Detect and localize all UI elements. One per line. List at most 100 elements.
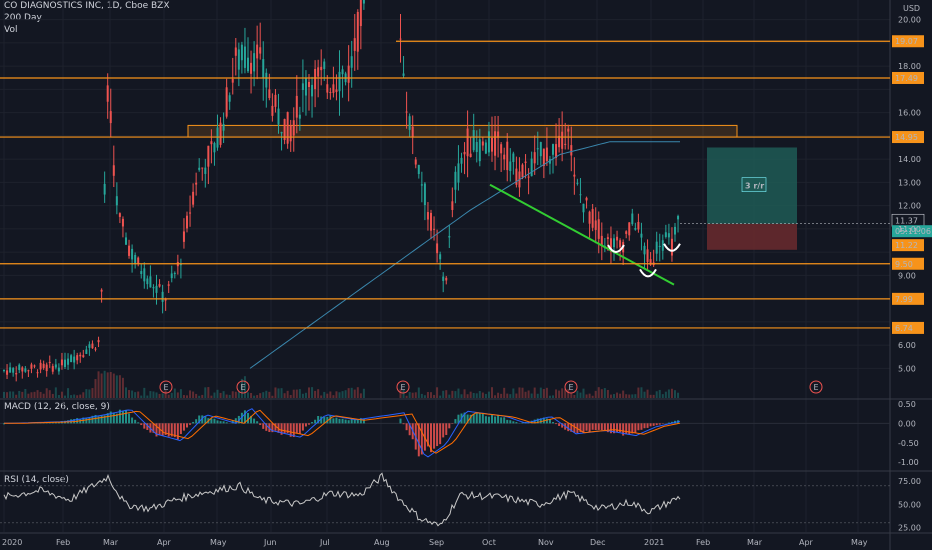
macd-histogram-bar <box>436 423 439 447</box>
time-axis-tick: Aug <box>374 538 390 547</box>
candle-body <box>472 130 475 151</box>
time-axis-tick: Jul <box>319 538 330 547</box>
candle-body <box>503 154 506 160</box>
macd-histogram-bar <box>283 423 286 434</box>
volume-bar <box>234 391 237 398</box>
volume-bar <box>314 390 317 398</box>
macd-histogram-bar <box>503 417 506 424</box>
volume-bar <box>515 393 518 398</box>
volume-bar <box>466 394 469 398</box>
macd-histogram-bar <box>335 417 338 424</box>
volume-bar <box>42 393 45 398</box>
macd-histogram-bar <box>408 423 411 436</box>
currency-label: USD <box>903 4 921 13</box>
candle-body <box>82 355 85 358</box>
candle-body <box>509 161 512 172</box>
level-tag <box>892 257 924 270</box>
macd-histogram-bar <box>198 415 201 424</box>
volume-bar <box>198 395 201 398</box>
macd-histogram-bar <box>100 415 103 424</box>
candle-body <box>256 44 259 59</box>
volume-bar <box>539 387 542 398</box>
candle-body <box>201 167 204 169</box>
candle-body <box>170 273 173 279</box>
volume-bar <box>332 395 335 398</box>
macd-histogram-bar <box>402 423 405 425</box>
macd-histogram-bar <box>164 423 167 435</box>
volume-bar <box>201 394 204 398</box>
macd-histogram-bar <box>192 421 195 424</box>
volume-bar <box>18 390 21 398</box>
candle-body <box>259 47 262 54</box>
volume-bar <box>536 393 539 398</box>
candle-body <box>265 72 268 88</box>
volume-bar <box>170 392 173 398</box>
macd-histogram-bar <box>292 423 295 438</box>
volume-bar <box>186 395 188 398</box>
candle-body <box>564 143 567 145</box>
price-axis-tick: 18.00 <box>898 62 921 71</box>
macd-histogram-bar <box>548 419 551 424</box>
candle-body <box>591 208 594 228</box>
macd-axis-tick: 0.50 <box>898 400 916 409</box>
pattern-mark <box>663 243 681 252</box>
volume-bar <box>164 390 167 398</box>
candle-body <box>347 65 350 83</box>
candle-body <box>314 68 317 90</box>
candle-body <box>609 238 612 252</box>
time-axis-tick: Oct <box>482 538 496 547</box>
candle-body <box>140 271 143 275</box>
candle-body <box>167 284 170 286</box>
macd-histogram-bar <box>213 418 216 424</box>
volume-bar <box>225 394 228 398</box>
candle-body <box>667 233 670 238</box>
candle-body <box>76 355 79 361</box>
macd-histogram-bar <box>500 417 503 424</box>
macd-histogram-bar <box>314 419 317 424</box>
candle-body <box>475 141 478 153</box>
volume-bar <box>152 391 155 398</box>
macd-histogram-bar <box>555 423 558 425</box>
macd-histogram-bar <box>243 410 246 424</box>
volume-bar <box>616 392 619 398</box>
candle-body <box>298 114 301 119</box>
macd-histogram-bar <box>405 423 408 431</box>
macd-histogram-bar <box>433 423 436 449</box>
candle-body <box>448 236 451 238</box>
candle-body <box>231 78 234 83</box>
candle-body <box>521 164 524 178</box>
candle-body <box>658 245 661 248</box>
price-axis-tick: 20.00 <box>898 16 921 25</box>
macd-histogram-bar <box>259 423 262 426</box>
time-axis-tick: Apr <box>157 538 172 547</box>
candle-body <box>536 148 539 150</box>
volume-bar <box>298 389 301 398</box>
candle-body <box>561 131 564 149</box>
candle-body <box>237 49 240 70</box>
macd-histogram-bar <box>481 413 484 424</box>
candle-body <box>152 287 155 289</box>
candle-body <box>457 163 460 183</box>
volume-bar <box>533 387 536 398</box>
volume-bar <box>478 391 481 398</box>
candle-body <box>451 201 454 210</box>
candle-body <box>121 218 124 227</box>
macd-histogram-bar <box>487 416 490 424</box>
volume-bar <box>27 393 30 398</box>
macd-histogram-bar <box>573 423 576 433</box>
earnings-marker-icon <box>396 380 410 394</box>
candle-body <box>51 366 54 372</box>
volume-bar <box>94 379 97 398</box>
candle-body <box>106 85 109 102</box>
macd-histogram-bar <box>539 418 542 424</box>
earnings-label: E <box>401 383 406 392</box>
candle-body <box>329 92 332 94</box>
volume-bar <box>594 390 597 398</box>
macd-histogram-bar <box>356 419 359 424</box>
macd-histogram-bar <box>634 423 637 434</box>
macd-histogram-bar <box>262 423 265 429</box>
pattern-mark <box>639 268 657 278</box>
candle-body <box>500 144 503 154</box>
volume-bar <box>643 391 646 398</box>
